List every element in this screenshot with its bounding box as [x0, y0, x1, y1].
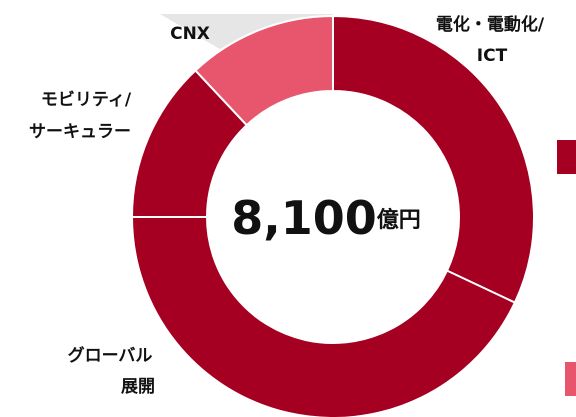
segment-label: モビリティ/ [41, 90, 132, 110]
legend-swatch [557, 140, 576, 174]
segment-label: 電化・電動化/ [436, 14, 545, 35]
donut-segment [332, 14, 535, 304]
donut-segment [130, 216, 517, 417]
center-unit: 億円 [377, 207, 421, 233]
legend-swatch [565, 362, 576, 396]
segment-label: CNX [170, 24, 210, 44]
segment-label: 展開 [121, 377, 155, 397]
center-value: 8,100 [231, 191, 377, 245]
center-label: 8,100億円 [231, 191, 421, 245]
segment-label: グローバル [68, 345, 153, 366]
segment-label: サーキュラー [29, 122, 131, 142]
donut-segment [193, 14, 334, 127]
segment-label: ICT [477, 46, 508, 66]
